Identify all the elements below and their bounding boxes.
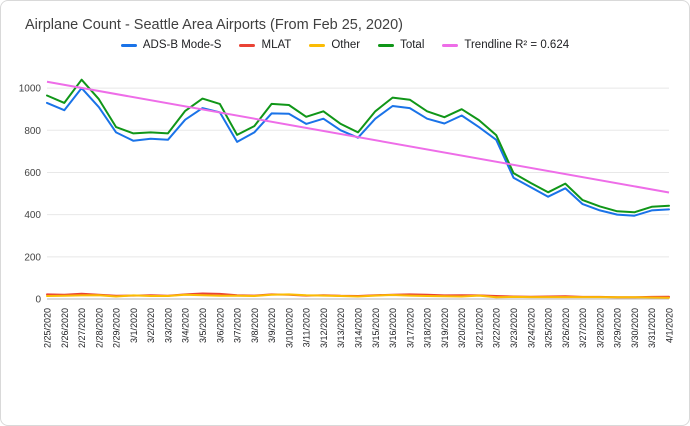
x-axis-label: 3/10/2020 bbox=[284, 308, 294, 348]
x-axis-label: 2/26/2020 bbox=[60, 308, 70, 348]
x-axis-label: 2/27/2020 bbox=[77, 308, 87, 348]
series-line-ads-b-mode-s bbox=[46, 87, 670, 217]
series-line-other bbox=[46, 293, 670, 299]
x-axis-label: 3/6/2020 bbox=[215, 308, 225, 343]
x-axis-label: 3/19/2020 bbox=[440, 308, 450, 348]
y-axis-label: 1000 bbox=[19, 84, 42, 95]
x-axis-label: 3/9/2020 bbox=[267, 308, 277, 343]
legend-item-other: Other bbox=[309, 39, 360, 51]
x-axis-label: 2/28/2020 bbox=[94, 308, 104, 348]
series-line-total bbox=[46, 78, 670, 214]
chart-title: Airplane Count - Seattle Area Airports (… bbox=[25, 17, 403, 33]
x-axis-label: 3/29/2020 bbox=[613, 308, 623, 348]
x-axis-label: 3/3/2020 bbox=[163, 308, 173, 343]
x-axis-label: 3/16/2020 bbox=[388, 308, 398, 348]
x-axis-label: 3/14/2020 bbox=[354, 308, 364, 348]
x-axis-label: 4/1/2020 bbox=[665, 308, 675, 343]
x-axis-label: 3/21/2020 bbox=[474, 308, 484, 348]
x-axis-label: 3/24/2020 bbox=[526, 308, 536, 348]
x-axis-label: 3/26/2020 bbox=[561, 308, 571, 348]
legend-marker-icon bbox=[442, 43, 459, 47]
legend-label: ADS-B Mode-S bbox=[142, 39, 222, 51]
x-axis-label: 3/27/2020 bbox=[578, 308, 588, 348]
x-axis-label: 3/7/2020 bbox=[233, 308, 243, 343]
x-axis-label: 2/29/2020 bbox=[112, 308, 122, 348]
x-axis-label: 3/23/2020 bbox=[509, 308, 519, 348]
x-axis-label: 3/30/2020 bbox=[630, 308, 640, 348]
legend-item-ads-b-mode-s: ADS-B Mode-S bbox=[120, 39, 222, 51]
x-axis-label: 3/1/2020 bbox=[129, 308, 139, 343]
trendline bbox=[46, 80, 670, 194]
x-axis-label: 3/8/2020 bbox=[250, 308, 260, 343]
x-axis-label: 3/4/2020 bbox=[181, 308, 191, 343]
legend-label: Trendline R² = 0.624 bbox=[464, 39, 570, 51]
legend-marker-icon bbox=[378, 43, 395, 47]
x-axis-label: 3/22/2020 bbox=[492, 308, 502, 348]
legend-label: Total bbox=[400, 39, 425, 51]
x-axis-label: 3/11/2020 bbox=[302, 308, 312, 347]
x-axis-label: 3/17/2020 bbox=[405, 308, 415, 348]
legend-label: Other bbox=[331, 39, 361, 51]
x-axis-label: 3/13/2020 bbox=[336, 308, 346, 348]
x-axis-label: 3/5/2020 bbox=[198, 308, 208, 343]
x-axis-label: 3/28/2020 bbox=[595, 308, 605, 348]
legend-marker-icon bbox=[120, 43, 137, 47]
legend-item-mlat: MLAT bbox=[239, 39, 291, 51]
y-axis-label: 200 bbox=[24, 252, 41, 263]
x-axis-label: 3/20/2020 bbox=[457, 308, 467, 348]
legend-marker-icon bbox=[309, 43, 326, 47]
x-axis-label: 3/18/2020 bbox=[423, 308, 433, 348]
x-axis-label: 3/15/2020 bbox=[371, 308, 381, 348]
line-chart: 0 200 400 600 800 1000 2/25/2020 2/26/2020 2/27/… bbox=[19, 78, 675, 348]
legend-marker-icon bbox=[239, 43, 256, 47]
legend-item-total: Total bbox=[378, 39, 424, 51]
y-axis-label: 400 bbox=[24, 210, 41, 221]
x-axis-label: 3/31/2020 bbox=[647, 308, 657, 348]
y-axis-label: 0 bbox=[35, 295, 41, 306]
x-axis-label: 3/2/2020 bbox=[146, 308, 156, 343]
y-axis-label: 600 bbox=[24, 168, 41, 179]
chart-legend: ADS-B Mode-S MLAT Other Total Trendline R² =… bbox=[11, 39, 679, 51]
legend-item-trendline-r-0-624: Trendline R² = 0.624 bbox=[442, 39, 569, 51]
legend-label: MLAT bbox=[261, 39, 292, 51]
y-axis-label: 800 bbox=[24, 126, 41, 137]
x-axis-label: 3/12/2020 bbox=[319, 308, 329, 348]
x-axis-label: 2/25/2020 bbox=[43, 308, 53, 348]
x-axis-label: 3/25/2020 bbox=[544, 308, 554, 348]
